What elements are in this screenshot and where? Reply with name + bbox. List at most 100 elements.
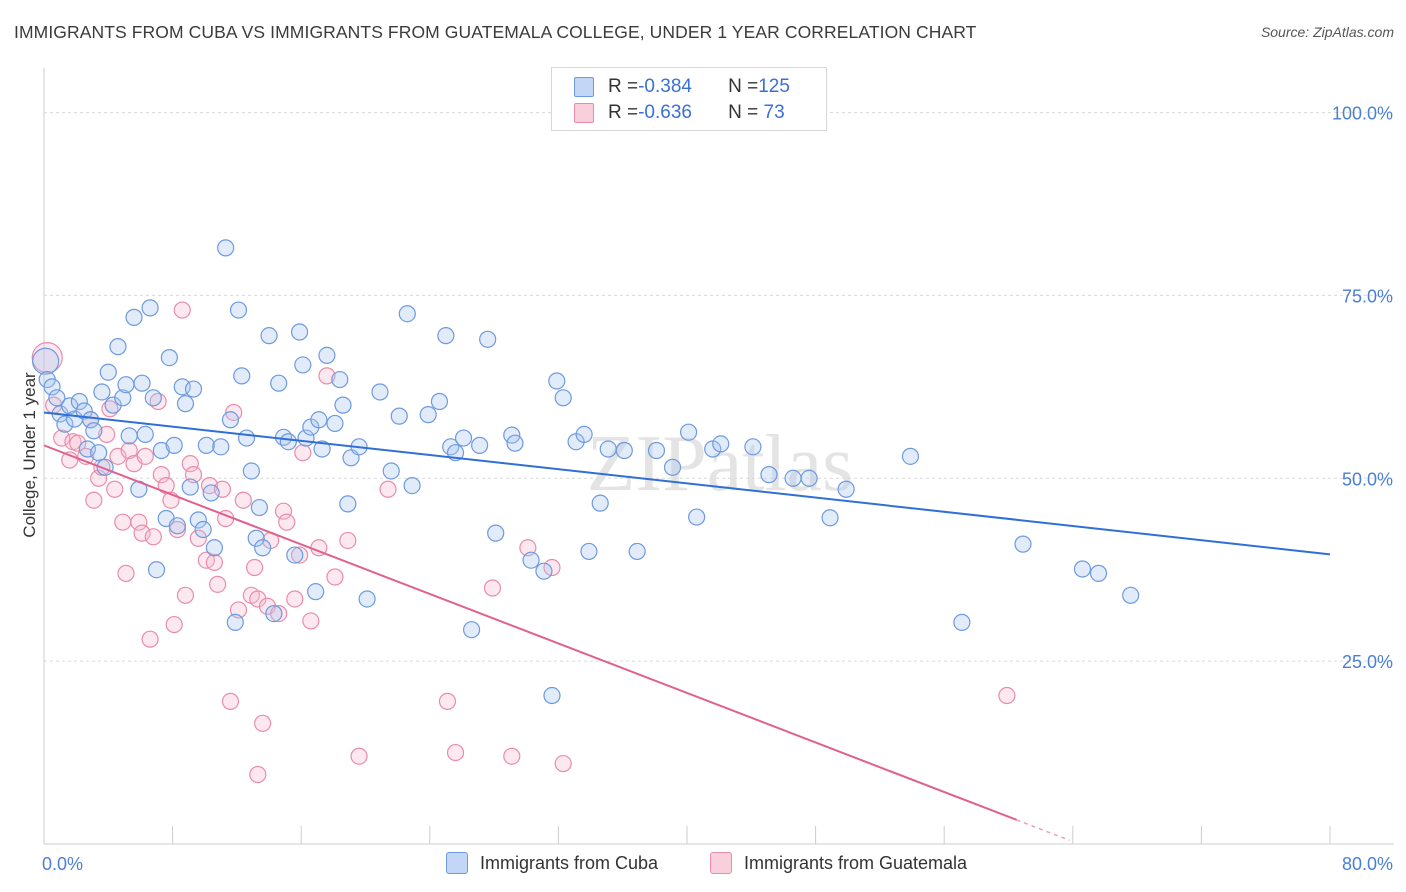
guatemala-point xyxy=(221,692,240,710)
cuba-point xyxy=(548,372,566,390)
cuba-point xyxy=(85,422,103,440)
cuba-point xyxy=(382,462,400,480)
cuba-point xyxy=(1073,560,1092,578)
cuba-point xyxy=(290,323,309,341)
cuba-point xyxy=(226,613,244,631)
cuba-point xyxy=(419,406,437,424)
y-tick-label: 100.0% xyxy=(1332,104,1393,124)
legend-item-guatemala[interactable]: Immigrants from Guatemala xyxy=(710,852,967,874)
guatemala-point xyxy=(379,480,397,498)
guatemala-point xyxy=(176,586,195,604)
cuba-point xyxy=(109,338,127,356)
cuba-point xyxy=(247,529,265,547)
cuba-point xyxy=(339,495,357,513)
x-tick-label: 80.0% xyxy=(1342,854,1393,874)
guatemala-point xyxy=(286,590,304,608)
cuba-point xyxy=(479,330,497,348)
cuba-point xyxy=(99,363,117,381)
cuba-point xyxy=(168,517,187,535)
cuba-point xyxy=(70,392,88,411)
guatemala-point xyxy=(543,558,561,577)
cuba-point xyxy=(554,389,572,407)
guatemala-point xyxy=(114,513,132,531)
y-axis-label: College, Under 1 year xyxy=(20,372,39,538)
guatemala-point xyxy=(438,692,457,710)
cuba-point xyxy=(615,441,633,460)
cuba-point xyxy=(294,356,312,374)
cuba-point xyxy=(1089,564,1108,582)
legend-label-cuba: Immigrants from Cuba xyxy=(480,852,659,873)
guatemala-point xyxy=(245,558,264,577)
cuba-point xyxy=(1122,586,1140,604)
cuba-point xyxy=(254,539,272,557)
cuba-point xyxy=(242,462,260,480)
legend-label-guatemala: Immigrants from Guatemala xyxy=(744,852,968,873)
cuba-point xyxy=(48,389,66,407)
guatemala-point xyxy=(249,765,267,784)
cuba-point xyxy=(221,411,240,429)
cuba-point xyxy=(133,374,151,392)
cuba-point xyxy=(744,438,762,456)
cuba-point xyxy=(120,427,138,445)
cuba-point xyxy=(471,436,489,454)
guatemala-point xyxy=(339,531,357,550)
cuba-point xyxy=(437,327,455,345)
cuba-point xyxy=(358,590,376,608)
guatemala-point xyxy=(165,615,183,634)
guatemala-point xyxy=(136,447,154,465)
cuba-trend-line xyxy=(43,411,1331,556)
guatemala-point xyxy=(350,747,368,765)
n-value: 73 xyxy=(758,102,785,123)
cuba-point xyxy=(82,411,100,429)
cuba-point xyxy=(800,469,818,487)
guatemala-point xyxy=(254,714,272,732)
n-label: N = xyxy=(728,102,759,123)
guatemala-point xyxy=(294,444,312,462)
cuba-point xyxy=(821,509,839,527)
guatemala-point xyxy=(69,434,87,452)
y-tick-label: 75.0% xyxy=(1342,286,1393,306)
cuba-point xyxy=(205,539,223,557)
n-label: N = xyxy=(728,76,759,97)
guatemala-point xyxy=(53,429,71,447)
source-credit: Source: ZipAtlas.com xyxy=(1260,24,1394,40)
guatemala-point xyxy=(503,747,521,765)
cuba-point xyxy=(56,415,74,433)
cuba-point xyxy=(229,301,248,319)
series-legend: Immigrants from Cuba Immigrants from Gua… xyxy=(0,852,1406,876)
cuba-point xyxy=(270,374,288,392)
guatemala-point xyxy=(446,743,465,762)
cuba-point xyxy=(184,380,203,398)
cuba-point xyxy=(313,440,331,458)
guatemala-point xyxy=(998,686,1016,705)
correlation-legend: R = -0.384 N = 125 R = -0.636 N = 73 xyxy=(551,67,827,131)
guatemala-point xyxy=(205,553,223,572)
cuba-point xyxy=(237,429,256,447)
cuba-point xyxy=(580,542,598,561)
watermark: ZIPatlas xyxy=(587,420,854,508)
gridlines xyxy=(44,112,1394,662)
trend-lines xyxy=(43,411,1331,842)
cuba-point xyxy=(599,440,617,458)
cuba-point xyxy=(506,434,524,452)
cuba-point xyxy=(403,477,421,495)
cuba-point xyxy=(535,562,553,580)
cuba-point xyxy=(125,308,143,326)
cuba-point xyxy=(310,411,328,429)
chart-title: IMMIGRANTS FROM CUBA VS IMMIGRANTS FROM … xyxy=(14,22,977,42)
r-value: -0.636 xyxy=(638,102,692,123)
cuba-point xyxy=(712,435,730,453)
cuba-point xyxy=(152,441,170,460)
cuba-point xyxy=(454,429,473,447)
guatemala-point xyxy=(234,491,252,509)
cuba-point xyxy=(144,389,162,407)
legend-item-cuba[interactable]: Immigrants from Cuba xyxy=(446,852,658,874)
guatemala-point xyxy=(120,441,138,460)
cuba-point xyxy=(628,542,646,561)
cuba-point xyxy=(194,520,212,539)
guatemala-points xyxy=(31,301,1016,784)
cuba-point xyxy=(78,440,97,458)
cuba-point xyxy=(114,389,132,407)
cuba-point xyxy=(250,498,269,517)
cuba-point xyxy=(837,480,855,498)
